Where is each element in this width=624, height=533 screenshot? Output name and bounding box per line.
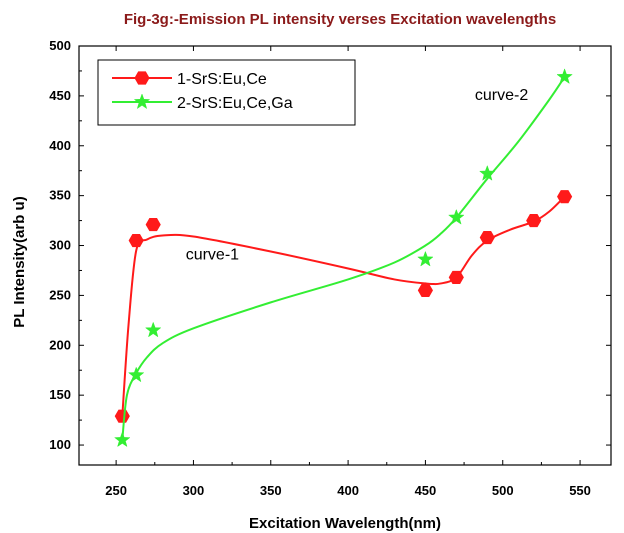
- legend-marker-1: [134, 71, 150, 85]
- data-point-1: [526, 214, 542, 228]
- annotation-layer: curve-1 curve-2: [186, 87, 529, 264]
- annotation-1: curve-1: [186, 246, 239, 263]
- data-point-2: [448, 208, 465, 225]
- data-point-1: [448, 270, 464, 284]
- y-axis-title: PL Intensity(arb u): [11, 196, 28, 327]
- y-tick-label: 150: [49, 387, 71, 402]
- legend: 1-SrS:Eu,Ce 2-SrS:Eu,Ce,Ga: [97, 59, 356, 126]
- legend-items: 1-SrS:Eu,Ce 2-SrS:Eu,Ce,Ga: [112, 71, 293, 112]
- y-axis-ticks: 100 150 200 250 300 350 400 450 500: [49, 38, 611, 452]
- data-point-1: [557, 190, 573, 204]
- x-tick-label: 450: [415, 483, 437, 498]
- data-point-2: [417, 250, 434, 267]
- y-tick-label: 350: [49, 188, 71, 203]
- x-axis-ticks: 250 300 350 400 450 500 550: [105, 46, 591, 498]
- data-point-1: [417, 283, 433, 297]
- data-point-1: [128, 234, 144, 248]
- y-tick-label: 450: [49, 88, 71, 103]
- x-tick-label: 250: [105, 483, 127, 498]
- series-line-1: [121, 195, 566, 417]
- data-point-2: [127, 366, 145, 383]
- y-tick-label: 400: [49, 138, 71, 153]
- x-axis-title: Excitation Wavelength(nm): [249, 515, 441, 532]
- legend-box: [97, 59, 356, 126]
- data-point-2: [144, 321, 162, 338]
- x-tick-label: 500: [492, 483, 514, 498]
- data-point-1: [145, 218, 161, 232]
- data-point-2: [479, 164, 496, 181]
- chart-title: Fig-3g:-Emission PL intensity verses Exc…: [124, 11, 556, 28]
- legend-marker-2: [133, 93, 151, 110]
- annotation-2: curve-2: [475, 87, 528, 104]
- plot-frame: [78, 45, 612, 466]
- data-point-2: [556, 68, 573, 84]
- series-line-2: [121, 76, 566, 441]
- data-point-1: [479, 231, 495, 245]
- series-1: [114, 190, 573, 423]
- legend-label-2: 2-SrS:Eu,Ce,Ga: [177, 95, 293, 112]
- x-tick-label: 550: [569, 483, 591, 498]
- y-tick-label: 100: [49, 437, 71, 452]
- series-layer: [114, 68, 573, 448]
- y-tick-label: 200: [49, 337, 71, 352]
- y-tick-label: 250: [49, 287, 71, 302]
- y-tick-label: 300: [49, 238, 71, 253]
- series-2: [114, 68, 573, 448]
- x-tick-label: 400: [337, 483, 359, 498]
- y-tick-label: 500: [49, 38, 71, 53]
- data-point-1: [114, 409, 130, 423]
- legend-label-1: 1-SrS:Eu,Ce: [177, 71, 267, 88]
- x-tick-label: 350: [260, 483, 282, 498]
- x-tick-label: 300: [183, 483, 205, 498]
- data-point-2: [114, 431, 131, 448]
